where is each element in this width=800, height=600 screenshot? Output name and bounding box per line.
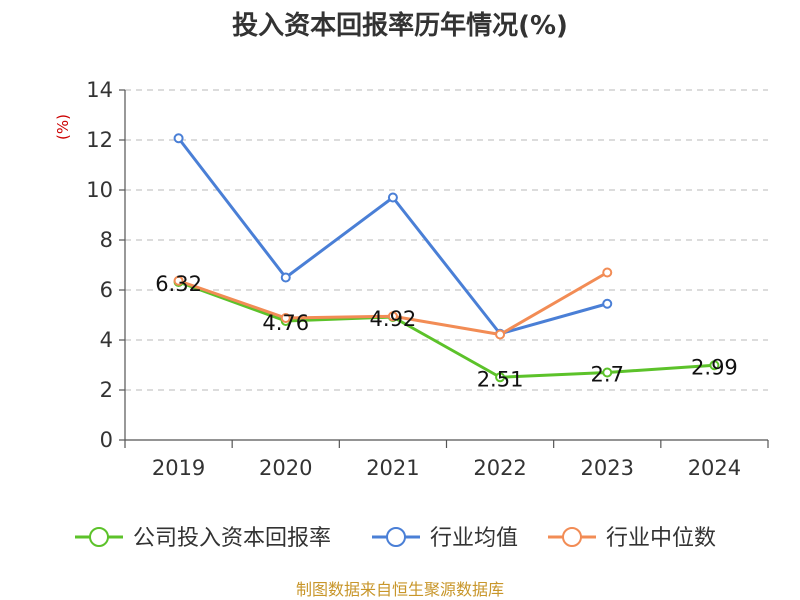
y-tick-label-0: 0 (100, 428, 113, 452)
grid-lines (125, 89, 768, 391)
y-axis-unit-label: (%) (54, 114, 72, 140)
data-labels: 6.32 4.76 4.92 2.51 2.7 2.99 (155, 272, 738, 391)
series-0 (173, 277, 720, 383)
x-tick-label-2024: 2024 (688, 456, 741, 480)
x-tick-label-2019: 2019 (152, 456, 205, 480)
data-label-2020: 4.76 (262, 311, 309, 335)
legend: 公司投入资本回报率 行业均值 行业中位数 (75, 526, 716, 551)
y-tick-label-12: 12 (86, 128, 113, 152)
x-tick-label-2021: 2021 (366, 456, 419, 480)
legend-marker-2 (562, 527, 582, 547)
series-point-2-2023 (602, 267, 613, 278)
series-point-1-2020 (280, 272, 291, 283)
series-2 (173, 267, 613, 340)
series-point-1-2019 (173, 133, 184, 144)
legend-item-0: 公司投入资本回报率 (75, 526, 331, 551)
legend-item-1: 行业均值 (372, 526, 518, 551)
y-tick-label-6: 6 (100, 278, 113, 302)
axes: 0 2 4 6 8 10 12 14 2019 2020 2021 2022 2023 2024 (86, 78, 769, 480)
series-point-2-2022 (495, 329, 506, 340)
source-note: 制图数据来自恒生聚源数据库 (296, 580, 504, 599)
series-point-0-2024 (709, 360, 720, 371)
y-tick-label-4: 4 (100, 328, 113, 352)
y-tick-label-10: 10 (86, 178, 113, 202)
data-label-2019: 6.32 (155, 272, 202, 296)
x-tick-label-2022: 2022 (473, 456, 526, 480)
legend-label-2: 行业中位数 (606, 526, 716, 551)
x-tick-label-2020: 2020 (259, 456, 312, 480)
series-point-1-2021 (387, 192, 398, 203)
x-tick-label-2023: 2023 (581, 456, 634, 480)
legend-item-2: 行业中位数 (548, 526, 716, 551)
series-point-1-2023 (602, 298, 613, 309)
data-label-2023: 2.7 (591, 363, 624, 387)
legend-marker-0 (89, 527, 109, 547)
series-point-0-2022 (495, 372, 506, 383)
legend-label-1: 行业均值 (430, 526, 518, 551)
y-tick-label-14: 14 (86, 78, 113, 102)
chart-title: 投入资本回报率历年情况(%) (232, 10, 568, 41)
y-tick-label-8: 8 (100, 228, 113, 252)
y-tick-label-2: 2 (100, 378, 113, 402)
data-label-2021: 4.92 (370, 307, 417, 331)
legend-label-0: 公司投入资本回报率 (133, 526, 331, 551)
series-point-0-2023 (602, 367, 613, 378)
series-point-2-2019 (173, 275, 184, 286)
legend-marker-1 (386, 527, 406, 547)
series-line-0 (178, 280, 715, 379)
data-label-2024: 2.99 (691, 355, 738, 379)
data-label-2022: 2.51 (477, 367, 524, 391)
series-lines (173, 133, 720, 383)
series-point-2-2021 (387, 311, 398, 322)
series-point-2-2020 (280, 313, 291, 323)
